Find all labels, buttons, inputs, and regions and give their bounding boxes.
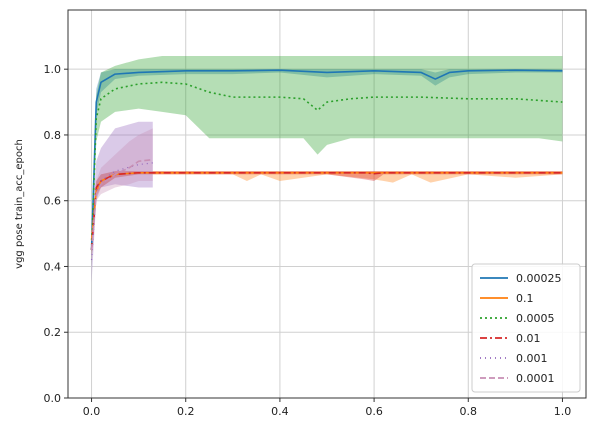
series-lines (90, 69, 563, 260)
y-tick-label: 1.0 (44, 63, 62, 76)
x-tick-label: 0.0 (83, 405, 101, 418)
legend: 0.00025 0.1 0.0005 0.01 0.001 0.0001 (471, 263, 581, 393)
x-tick-label: 1.0 (554, 405, 572, 418)
legend-label-0.00025: 0.00025 (516, 272, 562, 285)
y-axis-label: vgg pose train_acc_epoch (14, 139, 25, 269)
y-tick-label: 0.8 (44, 129, 62, 142)
series-line-0.01 (90, 171, 563, 251)
x-tick-label: 0.2 (177, 405, 195, 418)
x-axis-ticks: 0.0 0.2 0.4 0.6 0.8 1.0 (83, 398, 571, 418)
y-axis-ticks: 0.0 0.2 0.4 0.6 0.8 1.0 (44, 63, 68, 405)
series-line-0.0001 (90, 158, 153, 251)
legend-label-0.1: 0.1 (516, 292, 534, 305)
y-tick-label: 0.2 (44, 326, 62, 339)
grid (68, 10, 586, 399)
y-tick-label: 0.0 (44, 392, 62, 405)
legend-label-0.0005: 0.0005 (516, 312, 555, 325)
legend-label-0.0001: 0.0001 (516, 372, 555, 385)
band-0.0005 (91, 56, 563, 267)
legend-box (471, 263, 581, 393)
y-tick-label: 0.6 (44, 195, 62, 208)
y-tick-label: 0.4 (44, 260, 62, 273)
legend-label-0.01: 0.01 (516, 332, 541, 345)
series-line-0.00025 (90, 69, 563, 251)
x-tick-label: 0.6 (365, 405, 383, 418)
x-tick-label: 0.8 (460, 405, 478, 418)
plot-frame (67, 9, 587, 399)
legend-label-0.001: 0.001 (516, 352, 548, 365)
x-tick-label: 0.4 (271, 405, 289, 418)
